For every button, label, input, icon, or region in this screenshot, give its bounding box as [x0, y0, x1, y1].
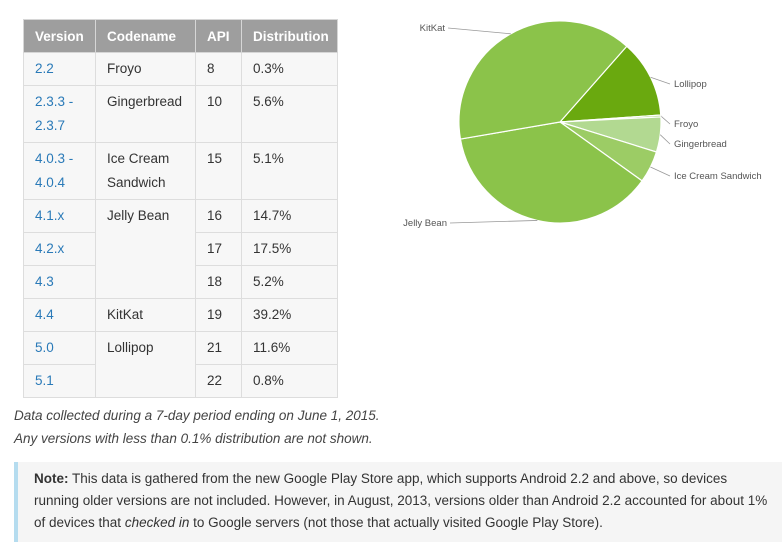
distribution-cell: 39.2% — [241, 298, 338, 332]
pie-leader-line — [447, 27, 511, 35]
version-link[interactable]: 4.3 — [23, 265, 96, 299]
distribution-cell: 0.3% — [241, 52, 338, 86]
header-codename: Codename — [95, 19, 196, 53]
table-row: 4.4 KitKat 19 39.2% — [23, 298, 338, 332]
note-emphasis: checked in — [124, 515, 190, 530]
codename-cell: Jelly Bean — [95, 199, 196, 299]
pie-leader-line — [650, 76, 671, 85]
pie-slice-lollipop — [558, 45, 662, 123]
codename-cell: KitKat — [95, 298, 196, 332]
api-cell: 18 — [195, 265, 242, 299]
version-link[interactable]: 5.0 — [23, 331, 96, 365]
pie-label-ice-cream-sandwich: Ice Cream Sandwich — [674, 171, 762, 182]
table-row: 4.1.x Jelly Bean 16 14.7% — [23, 199, 338, 299]
codename-cell: Froyo — [95, 52, 196, 86]
header-distribution: Distribution — [241, 19, 338, 53]
note-label: Note: — [34, 471, 69, 486]
codename-cell: Lollipop — [95, 331, 196, 398]
distribution-cell: 5.1% — [241, 142, 338, 200]
pie-label-gingerbread: Gingerbread — [674, 139, 727, 150]
api-cell: 19 — [195, 298, 242, 332]
api-cell: 15 — [195, 142, 242, 200]
pie-leader-line — [659, 134, 671, 145]
version-link[interactable]: 4.0.3 - 4.0.4 — [23, 142, 96, 200]
version-link[interactable]: 5.1 — [23, 364, 96, 398]
version-link[interactable]: 2.2 — [23, 52, 96, 86]
note-accent-bar — [14, 462, 18, 542]
api-cell: 21 — [195, 331, 242, 365]
pie-leader-line — [650, 166, 671, 177]
codename-cell: Ice Cream Sandwich — [95, 142, 196, 200]
version-link[interactable]: 4.2.x — [23, 232, 96, 266]
api-cell: 17 — [195, 232, 242, 266]
codename-cell: Gingerbread — [95, 85, 196, 143]
table-header-row: Version Codename API Distribution — [23, 19, 338, 53]
table-row: 5.1 22 0.8% — [23, 364, 338, 398]
version-link[interactable]: 4.4 — [23, 298, 96, 332]
note-text-before: This data is gathered from the new Googl… — [34, 471, 768, 530]
pie-leader-line — [449, 220, 538, 224]
pie-label-lollipop: Lollipop — [674, 79, 707, 90]
table-row: 2.3.3 - 2.3.7 Gingerbread 10 5.6% — [23, 85, 338, 143]
distribution-cell: 0.8% — [241, 364, 338, 398]
header-api: API — [195, 19, 242, 53]
table-row: 5.0 Lollipop 21 11.6% — [23, 331, 338, 398]
table-row: 4.2.x 17 17.5% — [23, 232, 338, 266]
api-cell: 8 — [195, 52, 242, 86]
note-box: Note: This data is gathered from the new… — [14, 462, 782, 542]
note-text-after: to Google servers (not those that actual… — [189, 515, 603, 530]
api-cell: 22 — [195, 364, 242, 398]
pie-label-froyo: Froyo — [674, 119, 698, 130]
pie-leader-line — [660, 115, 671, 125]
version-link[interactable]: 4.1.x — [23, 199, 96, 233]
notes-line-1: Data collected during a 7-day period end… — [14, 408, 380, 423]
distribution-table: Version Codename API Distribution 2.2 Fr… — [23, 19, 338, 398]
data-notes: Data collected during a 7-day period end… — [14, 404, 380, 450]
pie-label-jelly-bean: Jelly Bean — [403, 218, 447, 229]
distribution-cell: 17.5% — [241, 232, 338, 266]
note-text: Note: This data is gathered from the new… — [34, 468, 774, 534]
pie-label-kitkat: KitKat — [420, 23, 446, 34]
api-cell: 10 — [195, 85, 242, 143]
notes-line-2: Any versions with less than 0.1% distrib… — [14, 431, 373, 446]
pie-slice-jelly-bean — [459, 121, 643, 224]
version-link[interactable]: 2.3.3 - 2.3.7 — [23, 85, 96, 143]
table-row: 2.2 Froyo 8 0.3% — [23, 52, 338, 86]
table-row: 4.0.3 - 4.0.4 Ice Cream Sandwich 15 5.1% — [23, 142, 338, 200]
distribution-cell: 5.2% — [241, 265, 338, 299]
distribution-cell: 14.7% — [241, 199, 338, 233]
distribution-pie-chart: Lollipop Froyo Gingerbread Ice Cream Sandwi… — [403, 20, 762, 229]
header-version: Version — [23, 19, 96, 53]
api-cell: 16 — [195, 199, 242, 233]
distribution-cell: 11.6% — [241, 331, 338, 365]
table-row: 4.3 18 5.2% — [23, 265, 338, 299]
pie-slice-kitkat — [458, 20, 628, 140]
distribution-cell: 5.6% — [241, 85, 338, 143]
